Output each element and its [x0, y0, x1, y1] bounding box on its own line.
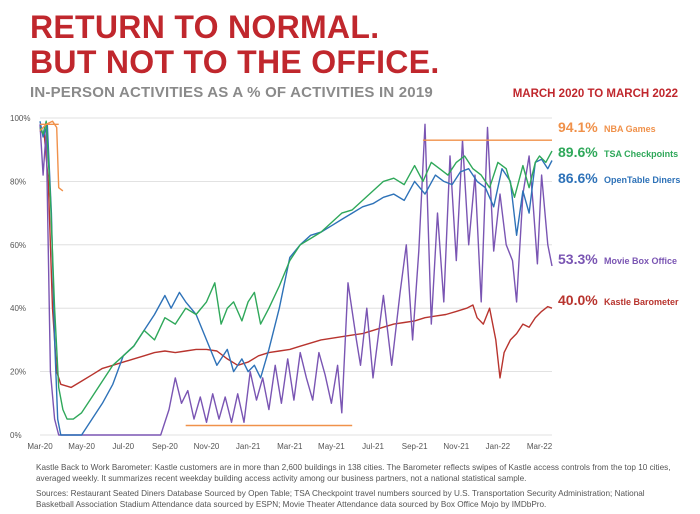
date-range: MARCH 2020 TO MARCH 2022 [512, 88, 678, 100]
x-tick-label: Nov-20 [194, 442, 220, 451]
x-tick-label: Sep-21 [402, 442, 428, 451]
x-tick-label: Nov-21 [443, 442, 469, 451]
opentable-end-value: 86.6% [558, 170, 598, 186]
x-tick-label: May-20 [68, 442, 95, 451]
movie-series-line [39, 123, 553, 436]
y-tick-label: 0% [10, 431, 22, 440]
x-tick-label: Sep-20 [152, 442, 178, 451]
x-tick-label: Jul-21 [362, 442, 384, 451]
footer-note: Kastle Back to Work Barometer: Kastle cu… [36, 463, 671, 483]
y-tick-label: 40% [10, 304, 26, 313]
line-chart: 0% 20% 40% 60% 80% 100% Mar-20 May-20 Jul-20 Sep-… [10, 114, 680, 451]
movie-end-value: 53.3% [558, 251, 598, 267]
kastle-series-line [39, 130, 553, 389]
x-tick-label: Jan-21 [236, 442, 261, 451]
nba-end-value: 94.1% [558, 119, 598, 135]
x-tick-label: Mar-20 [27, 442, 53, 451]
footer-sources: Sources: Restaurant Seated Diners Databa… [36, 489, 645, 509]
x-tick-label: May-21 [318, 442, 345, 451]
opentable-legend-label: OpenTable Diners [604, 175, 680, 185]
tsa-series-line [39, 120, 553, 420]
headline-line-2: BUT NOT TO THE OFFICE. [30, 44, 440, 80]
tsa-end-value: 89.6% [558, 144, 598, 160]
kastle-legend-label: Kastle Barometer [604, 297, 679, 307]
tsa-legend-label: TSA Checkpoints [604, 149, 678, 159]
y-tick-label: 100% [10, 114, 30, 123]
x-tick-label: Mar-22 [527, 442, 553, 451]
x-tick-label: Jul-20 [112, 442, 134, 451]
nba-legend-label: NBA Games [604, 124, 656, 134]
y-tick-label: 80% [10, 177, 26, 186]
headline-line-1: RETURN TO NORMAL. [30, 9, 380, 45]
opentable-series-line [39, 121, 553, 436]
kastle-end-value: 40.0% [558, 292, 598, 308]
y-tick-label: 20% [10, 368, 26, 377]
x-tick-label: Jan-22 [486, 442, 511, 451]
x-tick-label: Mar-21 [277, 442, 303, 451]
movie-legend-label: Movie Box Office [604, 256, 677, 266]
chart-subtitle: IN-PERSON ACTIVITIES AS A % OF ACTIVITIE… [30, 84, 433, 101]
y-tick-label: 60% [10, 241, 26, 250]
